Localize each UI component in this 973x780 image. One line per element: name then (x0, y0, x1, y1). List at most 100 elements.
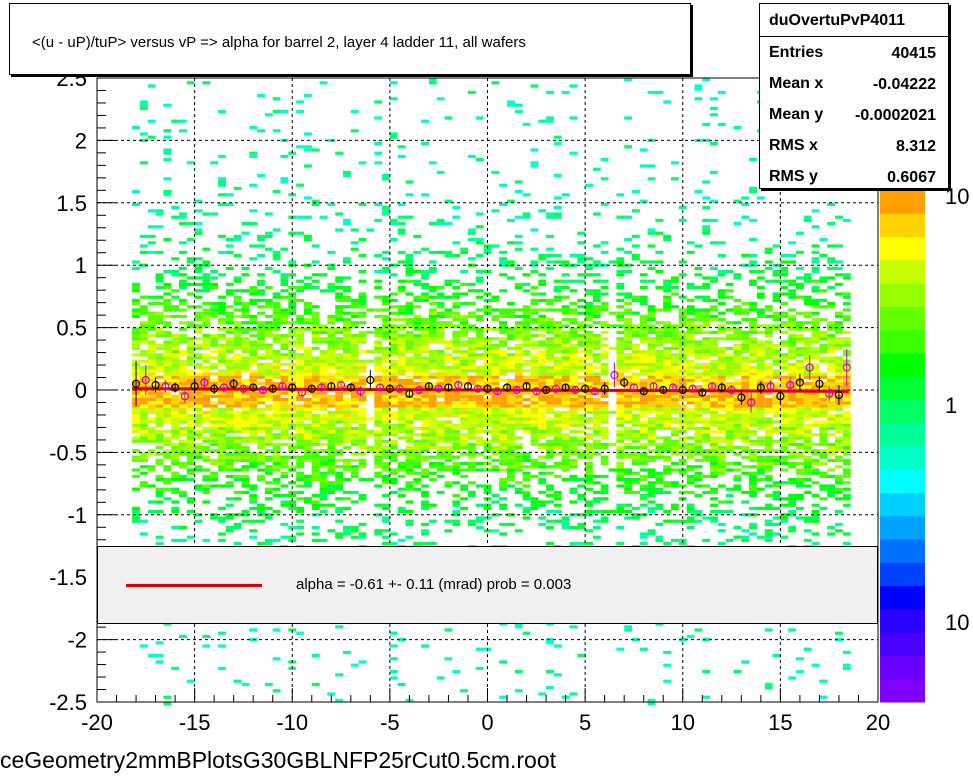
heatmap-cell (264, 442, 273, 446)
heatmap-cell (374, 452, 383, 456)
heatmap-cell (710, 279, 718, 283)
heatmap-cell (624, 436, 632, 440)
heatmap-cell (655, 535, 664, 539)
heatmap-cell (179, 494, 187, 498)
heatmap-cell (717, 359, 726, 363)
heatmap-cell (546, 455, 554, 459)
heatmap-cell (186, 436, 195, 440)
heatmap-cell (717, 372, 726, 376)
heatmap-cell (460, 334, 468, 338)
heatmap-cell (311, 465, 320, 469)
heatmap-cell (741, 529, 750, 533)
heatmap-cell (600, 337, 609, 341)
heatmap-cell (436, 375, 445, 379)
heatmap-cell (436, 330, 445, 334)
heatmap-cell (585, 346, 593, 350)
heatmap-cell (436, 324, 445, 328)
heatmap-cell (514, 490, 523, 494)
heatmap-cell (311, 452, 320, 456)
heatmap-cell (507, 455, 515, 459)
heatmap-cell (202, 378, 211, 382)
heatmap-cell (663, 282, 671, 286)
heatmap-cell (436, 394, 445, 398)
heatmap-cell (546, 375, 554, 379)
heatmap-cell (686, 452, 695, 456)
heatmap-cell (764, 439, 773, 443)
heatmap-cell (350, 430, 359, 434)
heatmap-cell (413, 401, 422, 405)
heatmap-cell (288, 417, 297, 421)
heatmap-cell (452, 286, 461, 290)
heatmap-cell (538, 314, 547, 318)
heatmap-cell (233, 279, 242, 283)
heatmap-cell (749, 302, 757, 306)
heatmap-cell (389, 327, 398, 331)
heatmap-cell (655, 426, 664, 430)
heatmap-cell (194, 407, 203, 411)
heatmap-cell (444, 657, 453, 661)
heatmap-cell (749, 356, 757, 360)
heatmap-cell (522, 334, 531, 338)
heatmap-cell (389, 298, 398, 302)
heatmap-cell (155, 330, 164, 334)
heatmap-cell (335, 532, 343, 536)
heatmap-cell (155, 250, 164, 254)
heatmap-cell (749, 414, 757, 418)
heatmap-cell (639, 478, 648, 482)
heatmap-cell (756, 372, 765, 376)
heatmap-cell (585, 375, 593, 379)
heatmap-cell (288, 260, 297, 264)
heatmap-cell (764, 446, 773, 450)
heatmap-cell (397, 324, 406, 328)
heatmap-cell (421, 282, 429, 286)
heatmap-cell (756, 478, 765, 482)
heatmap-cell (132, 449, 140, 453)
heatmap-cell (194, 452, 203, 456)
heatmap-cell (694, 350, 703, 354)
heatmap-cell (756, 401, 765, 405)
heatmap-cell (530, 500, 539, 504)
heatmap-cell (655, 369, 664, 373)
heatmap-cell (624, 433, 632, 437)
heatmap-cell (468, 494, 476, 498)
heatmap-cell (202, 404, 211, 408)
heatmap-cell (132, 302, 140, 306)
heatmap-cell (764, 375, 773, 379)
heatmap-cell (343, 410, 351, 414)
heatmap-cell (460, 327, 468, 331)
heatmap-cell (600, 302, 609, 306)
heatmap-cell (616, 468, 625, 472)
heatmap-cell (569, 414, 578, 418)
heatmap-cell (702, 138, 711, 142)
heatmap-cell (327, 484, 336, 488)
heatmap-cell (460, 439, 468, 443)
heatmap-cell (616, 362, 625, 366)
heatmap-cell (179, 538, 187, 542)
heatmap-cell (311, 426, 320, 430)
heatmap-cell (522, 321, 531, 325)
heatmap-cell (311, 474, 320, 478)
heatmap-cell (733, 334, 742, 338)
heatmap-cell (561, 404, 570, 408)
heatmap-cell (553, 378, 562, 382)
heatmap-cell (202, 321, 211, 325)
heatmap-cell (616, 410, 625, 414)
heatmap-cell (358, 305, 367, 309)
heatmap-cell (202, 414, 211, 418)
heatmap-cell (147, 410, 156, 414)
heatmap-cell (358, 337, 367, 341)
heatmap-cell (304, 430, 312, 434)
heatmap-cell (147, 407, 156, 411)
heatmap-cell (725, 308, 734, 312)
heatmap-cell (343, 462, 351, 466)
heatmap-cell (382, 474, 390, 478)
heatmap-cell (389, 359, 398, 363)
heatmap-cell (530, 270, 539, 274)
heatmap-cell (452, 398, 461, 402)
heatmap-cell (514, 417, 523, 421)
heatmap-cell (382, 542, 390, 546)
heatmap-cell (561, 318, 570, 322)
heatmap-cell (257, 174, 265, 178)
heatmap-cell (764, 279, 773, 283)
heatmap-cell (460, 420, 468, 424)
